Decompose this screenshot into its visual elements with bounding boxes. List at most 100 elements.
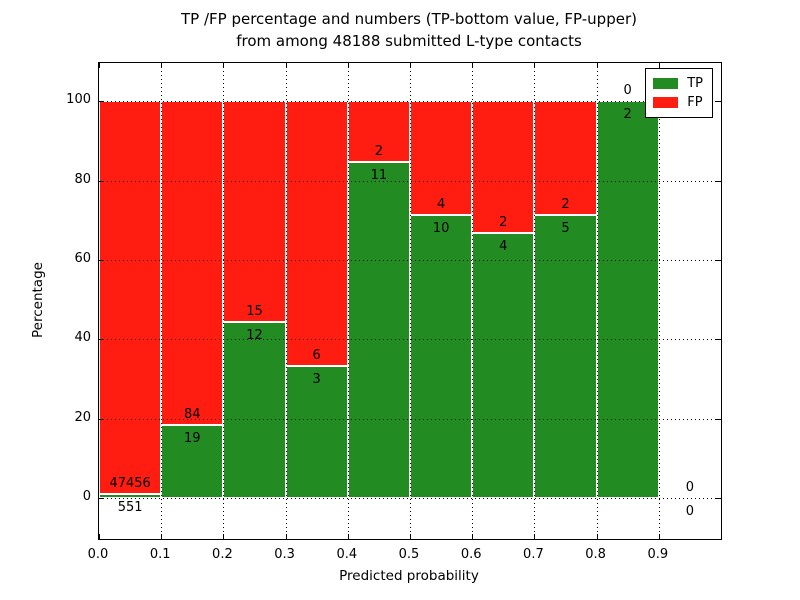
x-tick-label: 0.9 <box>647 547 669 562</box>
fp-count-label: 2 <box>499 215 508 231</box>
bar-segment-tp <box>596 101 659 499</box>
tp-count-label: 5 <box>561 220 570 236</box>
x-tick-label: 0.1 <box>149 547 171 562</box>
gridline-vertical <box>223 63 225 539</box>
gridline-vertical <box>347 63 349 539</box>
bar-segment-fp <box>99 101 162 494</box>
fp-count-label: 2 <box>374 144 384 160</box>
chart-title: TP /FP percentage and numbers (TP-bottom… <box>98 8 720 52</box>
x-tick-mark-top <box>410 63 411 68</box>
y-tick-label: 60 <box>74 250 91 266</box>
gridline-vertical <box>658 63 660 539</box>
x-tick-mark <box>596 534 598 539</box>
x-tick-label: 0.4 <box>336 547 358 562</box>
bar-segment-tp <box>285 365 348 499</box>
x-tick-mark <box>658 534 660 539</box>
y-tick-label: 80 <box>74 171 91 187</box>
gridline-vertical <box>596 63 598 539</box>
gridline-vertical <box>161 63 163 539</box>
x-tick-mark-top <box>534 63 536 68</box>
gridline-vertical <box>534 63 536 539</box>
y-axis-label: Percentage <box>30 262 46 338</box>
fp-count-label: 2 <box>561 196 570 212</box>
x-tick-label: 0.2 <box>212 547 233 562</box>
y-tick-label: 100 <box>66 92 91 108</box>
x-tick-label: 0.7 <box>523 547 544 562</box>
x-tick-mark <box>472 534 474 539</box>
legend-item-fp: FP <box>653 93 703 112</box>
y-tick-mark-right <box>716 101 721 103</box>
tp-swatch-icon <box>653 78 679 89</box>
y-tick-mark <box>99 259 104 261</box>
legend-label-tp: TP <box>687 76 703 91</box>
plot-area: TP FP 47456 551 84 19 15 12 6 3 2 11 4 10 2 4 2 5 0 2 0 0 <box>98 62 722 540</box>
bar-segment-tp <box>99 493 162 499</box>
x-tick-mark-top <box>285 63 287 68</box>
x-tick-mark-top <box>223 63 225 68</box>
bar-segment-fp <box>472 101 535 234</box>
bar-segment-fp <box>410 101 473 215</box>
tp-count-label: 551 <box>117 499 143 515</box>
x-tick-mark-top <box>472 63 474 68</box>
y-tick-mark <box>99 180 104 182</box>
x-tick-mark <box>161 534 163 539</box>
bar-segment-fp <box>534 101 597 215</box>
y-tick-label: 0 <box>82 489 91 505</box>
fp-count-label: 0 <box>685 480 695 496</box>
fp-count-label: 6 <box>312 347 321 363</box>
y-tick-label: 40 <box>74 330 91 346</box>
x-tick-mark <box>534 534 536 539</box>
fp-count-label: 4 <box>436 196 446 212</box>
x-tick-label: 0.3 <box>274 547 295 562</box>
y-tick-mark <box>99 339 104 341</box>
bar-segment-fp <box>285 101 348 366</box>
x-tick-mark-top <box>658 63 660 68</box>
tp-count-label: 11 <box>370 168 388 184</box>
gridline-vertical <box>285 63 287 539</box>
x-tick-mark-top <box>347 63 349 68</box>
tp-count-label: 4 <box>499 239 508 255</box>
fp-count-label: 84 <box>184 406 201 422</box>
bar-segment-fp <box>161 101 224 425</box>
gridline-vertical <box>472 63 474 539</box>
tp-count-label: 3 <box>312 371 321 387</box>
fp-swatch-icon <box>653 97 679 108</box>
tp-count-label: 10 <box>432 220 450 236</box>
x-tick-mark-top <box>596 63 598 68</box>
x-tick-mark <box>347 534 349 539</box>
tp-count-label: 0 <box>685 504 695 520</box>
bar-segment-tp <box>347 162 410 499</box>
fp-count-label: 15 <box>246 303 263 319</box>
x-tick-mark <box>223 534 225 539</box>
chart-title-line1: TP /FP percentage and numbers (TP-bottom… <box>181 10 637 28</box>
y-tick-label: 20 <box>74 409 91 425</box>
bar-segment-tp <box>472 233 535 499</box>
chart-title-line2: from among 48188 submitted L-type contac… <box>236 32 582 50</box>
x-axis-label: Predicted probability <box>339 568 479 584</box>
tp-count-label: 12 <box>246 327 263 343</box>
x-tick-mark <box>99 534 100 539</box>
y-tick-mark-right <box>716 418 721 420</box>
fp-count-label: 47456 <box>109 475 151 491</box>
x-tick-label: 0.0 <box>87 547 109 562</box>
x-tick-mark-top <box>99 63 100 68</box>
y-tick-mark <box>99 101 104 103</box>
y-tick-mark-right <box>716 259 721 261</box>
tp-count-label: 2 <box>623 107 632 123</box>
y-tick-mark <box>99 498 104 500</box>
x-tick-mark-top <box>161 63 163 68</box>
x-tick-mark <box>410 534 411 539</box>
y-tick-mark-right <box>716 180 721 182</box>
legend-item-tp: TP <box>653 74 703 93</box>
fp-count-label: 0 <box>623 83 632 99</box>
bar-segment-tp <box>534 214 597 499</box>
x-tick-mark <box>285 534 287 539</box>
y-tick-mark <box>99 418 104 420</box>
x-tick-label: 0.6 <box>460 547 482 562</box>
bar-segment-tp <box>223 321 286 499</box>
legend-label-fp: FP <box>687 95 703 110</box>
x-tick-label: 0.8 <box>585 547 606 562</box>
legend: TP FP <box>645 68 713 118</box>
tp-count-label: 19 <box>184 430 201 446</box>
